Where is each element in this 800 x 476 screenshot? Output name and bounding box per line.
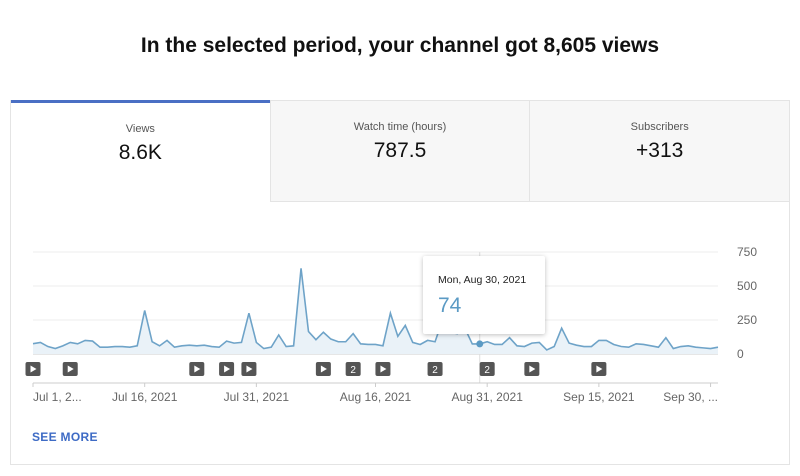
video-published-marker[interactable] [219,362,235,376]
chart-tooltip: Mon, Aug 30, 2021 74 [423,256,545,334]
play-icon [30,365,37,373]
play-icon [380,365,387,373]
play-icon [596,365,603,373]
x-tick-label: Aug 31, 2021 [451,390,523,404]
tab-views[interactable]: Views 8.6K [11,100,270,202]
x-tick-label: Jul 1, 2... [33,390,82,404]
video-published-marker[interactable] [189,362,205,376]
video-published-marker[interactable] [375,362,391,376]
play-icon [529,365,536,373]
metric-tabs: Views 8.6K Watch time (hours) 787.5 Subs… [11,100,790,202]
x-tick-label: Jul 16, 2021 [112,390,178,404]
tab-label: Watch time (hours) [353,121,447,133]
y-tick-label: 750 [737,245,757,259]
video-published-marker[interactable] [25,362,41,376]
series-line [32,268,719,351]
video-published-marker[interactable] [524,362,540,376]
y-tick-label: 0 [737,347,744,361]
play-icon [320,365,327,373]
highlight-point [476,340,484,348]
video-published-marker[interactable] [591,362,607,376]
x-tick-label: Aug 16, 2021 [340,390,412,404]
play-icon [194,365,201,373]
tooltip-value: 74 [438,294,462,317]
tab-value: 8.6K [118,141,162,164]
marker-count: 2 [432,365,438,376]
play-icon [67,365,74,373]
y-tick-label: 250 [737,313,757,327]
tab-value: +313 [636,139,684,162]
tab-label: Views [125,123,155,135]
videos-published-count-marker[interactable]: 2 [345,362,361,376]
marker-box [479,362,495,376]
videos-published-count-marker[interactable]: 2 [479,362,495,376]
analytics-card: Views 8.6K Watch time (hours) 787.5 Subs… [10,100,790,465]
series-area [33,268,718,354]
x-tick-label: Sep 15, 2021 [563,390,635,404]
x-tick-label: Jul 31, 2021 [224,390,290,404]
tab-label: Subscribers [630,121,689,133]
video-published-marker[interactable] [62,362,78,376]
x-tick-label: Sep 30, ... [663,390,718,404]
marker-count: 2 [350,365,356,376]
videos-published-count-marker[interactable]: 2 [427,362,443,376]
play-icon [224,365,231,373]
tab-value: 787.5 [373,139,427,162]
see-more-link[interactable]: SEE MORE [32,430,98,444]
marker-count: 2 [484,365,490,376]
video-published-marker[interactable] [315,362,331,376]
marker-box [345,362,361,376]
play-icon [246,365,253,373]
video-published-marker[interactable] [241,362,257,376]
page-headline: In the selected period, your channel got… [140,34,660,57]
tab-watch-time[interactable]: Watch time (hours) 787.5 [269,101,530,202]
marker-box [427,362,443,376]
y-tick-label: 500 [737,279,757,293]
tab-subscribers[interactable]: Subscribers +313 [529,101,790,202]
tooltip-date: Mon, Aug 30, 2021 [438,274,527,286]
